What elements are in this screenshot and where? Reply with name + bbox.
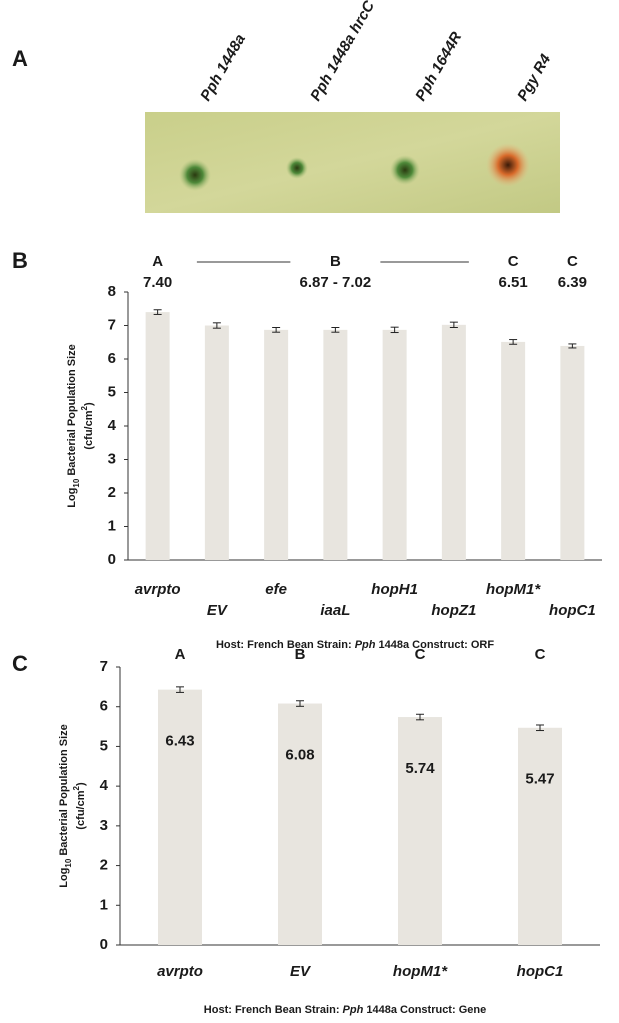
caption: Host: French Bean Strain: Pph 1448a Cons… (216, 639, 494, 651)
y-tick-label: 6 (100, 698, 108, 715)
significance-letter: C (535, 646, 546, 663)
y-tick-label: 8 (108, 283, 116, 300)
significance-letter: A (152, 253, 163, 270)
caption-part: Host: French Bean Strain: (216, 639, 355, 651)
caption-part: Host: French Bean Strain: (204, 1004, 343, 1016)
figure: A Pph 1448a Pph 1448a hrcC Pph 1644R Pgy R4… (0, 0, 619, 1023)
bar (442, 325, 466, 560)
significance-letter: B (330, 253, 341, 270)
group-label: 7.40 (143, 274, 172, 291)
y-tick-label: 6 (108, 350, 116, 367)
y-unit-part: ) (83, 402, 95, 406)
x-tick-label: hopZ1 (431, 602, 476, 619)
x-tick-label: hopM1* (393, 963, 448, 980)
group-label: 6.87 - 7.02 (300, 274, 372, 291)
y-tick-label: 7 (100, 658, 108, 675)
y-tick-label: 7 (108, 316, 116, 333)
bar (205, 326, 229, 561)
y-axis-label: Log10 Bacterial Population Size (58, 724, 73, 888)
y-axis-label: Log10 Bacterial Population Size (66, 344, 81, 508)
group-label: 6.39 (558, 274, 587, 291)
caption-part: 1448a Construct: ORF (375, 639, 494, 651)
y-label-part: Log (66, 488, 78, 508)
bar (383, 330, 407, 560)
y-tick-label: 3 (100, 817, 108, 834)
x-tick-label: hopM1* (486, 581, 541, 598)
value-label: 6.08 (285, 747, 314, 764)
infiltration-spot (390, 155, 420, 185)
significance-letter: C (508, 253, 519, 270)
significance-letter: B (295, 646, 306, 663)
x-tick-label: EV (290, 963, 312, 980)
y-label-part: Bacterial Population Size (58, 724, 70, 858)
x-tick-label: hopC1 (549, 602, 596, 619)
bar (398, 717, 442, 945)
caption-part: 1448a Construct: Gene (363, 1004, 486, 1016)
caption: Host: French Bean Strain: Pph 1448a Cons… (204, 1004, 486, 1016)
x-tick-label: avrpto (157, 963, 203, 980)
y-axis-unit: (cfu/cm2) (80, 402, 95, 450)
panel-label: B (12, 248, 28, 273)
group-label: 6.51 (499, 274, 528, 291)
infiltration-spot (179, 159, 211, 191)
bar (560, 346, 584, 560)
caption-part: Pph (355, 639, 376, 651)
caption-part: Pph (343, 1004, 364, 1016)
significance-letter: C (567, 253, 578, 270)
value-label: 5.74 (405, 760, 435, 777)
strain-label: Pph 1448a hrcC (307, 0, 379, 104)
y-tick-label: 0 (100, 936, 108, 953)
bar (501, 342, 525, 560)
y-tick-label: 1 (108, 517, 116, 534)
y-unit-part: (cfu/cm (75, 790, 87, 829)
bar (323, 330, 347, 560)
y-unit-part: ) (75, 782, 87, 786)
significance-letter: A (175, 646, 186, 663)
x-tick-label: avrpto (135, 581, 181, 598)
y-tick-label: 4 (100, 777, 109, 794)
x-tick-label: efe (265, 581, 287, 598)
y-tick-label: 2 (100, 857, 108, 874)
strain-label: Pph 1644R (412, 29, 465, 104)
strain-label: Pph 1448a (197, 31, 249, 104)
x-tick-label: iaaL (320, 602, 350, 619)
bar (278, 704, 322, 945)
y-tick-label: 2 (108, 484, 116, 501)
infiltration-spot (486, 143, 530, 187)
y-tick-label: 0 (108, 551, 116, 568)
significance-letter: C (415, 646, 426, 663)
value-label: 5.47 (525, 771, 554, 788)
value-label: 6.43 (165, 733, 194, 750)
panel-label: C (12, 651, 28, 676)
strain-label: Pgy R4 (514, 51, 554, 104)
y-tick-label: 3 (108, 450, 116, 467)
y-tick-label: 4 (108, 417, 117, 434)
y-label-part: Bacterial Population Size (66, 344, 78, 478)
bar (264, 330, 288, 560)
y-tick-label: 5 (100, 737, 108, 754)
x-tick-label: hopH1 (371, 581, 418, 598)
x-tick-label: EV (207, 602, 229, 619)
y-unit-part: (cfu/cm (83, 410, 95, 449)
x-tick-label: hopC1 (517, 963, 564, 980)
panel-label: A (12, 46, 28, 71)
y-axis-unit: (cfu/cm2) (72, 782, 87, 830)
y-label-part: Log (58, 868, 70, 888)
bar (146, 312, 170, 560)
y-tick-label: 1 (100, 896, 108, 913)
bar (158, 690, 202, 945)
infiltration-spot (286, 157, 308, 179)
bar (518, 728, 562, 945)
y-tick-label: 5 (108, 383, 116, 400)
